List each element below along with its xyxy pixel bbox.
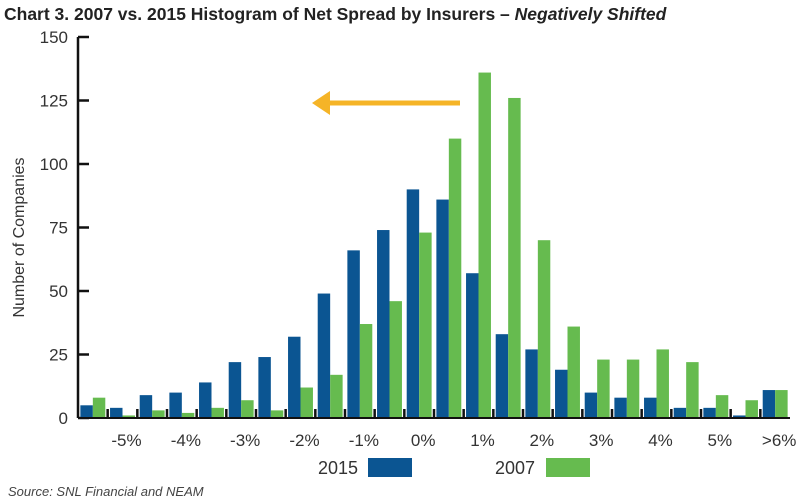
bar-2007 <box>508 97 521 419</box>
bar-2015 <box>80 405 93 418</box>
x-tick-label: 0% <box>411 431 436 450</box>
bar-2015 <box>495 334 509 418</box>
bar-2007 <box>389 301 402 418</box>
x-tick-label: -5% <box>111 431 141 450</box>
y-tick-label: 125 <box>40 92 68 111</box>
x-tick-label: 5% <box>708 431 733 450</box>
bar-2015 <box>703 407 716 418</box>
y-tick-label: 50 <box>49 282 68 301</box>
source-note: Source: SNL Financial and NEAM <box>8 484 204 499</box>
bar-2007 <box>270 410 284 418</box>
x-tick-label: >6% <box>762 431 797 450</box>
x-tick-label: 4% <box>648 431 673 450</box>
bar-2015 <box>228 362 242 418</box>
bar-2007 <box>359 324 373 418</box>
bar-2015 <box>733 415 746 418</box>
bar-2015 <box>614 397 627 418</box>
bar-2007 <box>92 397 106 418</box>
bar-2015 <box>525 349 538 418</box>
bar-2015 <box>406 189 420 418</box>
bar-2007 <box>537 240 551 418</box>
bar-2015 <box>139 395 153 418</box>
chart-title-italic: Negatively Shifted <box>514 4 667 24</box>
bar-2015 <box>436 199 449 418</box>
bar-2007 <box>715 395 729 418</box>
bar-2007 <box>211 407 224 418</box>
chart-title-main: Chart 3. 2007 vs. 2015 Histogram of Net … <box>4 4 515 24</box>
bar-2007 <box>775 390 788 418</box>
bar-2007 <box>122 415 135 418</box>
bar-2015 <box>762 390 776 418</box>
bar-2015 <box>347 250 360 418</box>
bar-2015 <box>644 397 657 418</box>
y-tick-label: 0 <box>59 409 68 428</box>
shift-arrow-head <box>312 91 330 115</box>
bar-2015 <box>584 392 598 418</box>
y-tick-label: 150 <box>40 28 68 47</box>
legend-swatch <box>546 458 590 477</box>
legend-label: 2015 <box>318 458 358 478</box>
bar-2015 <box>377 230 390 418</box>
bar-2015 <box>288 336 301 418</box>
bar-2007 <box>686 362 699 418</box>
x-tick-label: -4% <box>171 431 201 450</box>
bar-2007 <box>448 138 462 418</box>
bar-2007 <box>330 374 343 418</box>
bar-2007 <box>626 359 640 418</box>
bar-2007 <box>597 359 610 418</box>
bar-2015 <box>169 392 182 418</box>
y-tick-label: 75 <box>49 219 68 238</box>
legend-label: 2007 <box>495 458 535 478</box>
bar-2015 <box>555 369 568 418</box>
y-axis-label: Number of Companies <box>11 157 28 317</box>
bar-2007 <box>300 387 313 418</box>
bar-2007 <box>567 326 580 418</box>
bar-2015 <box>466 273 479 418</box>
y-tick-label: 25 <box>49 346 68 365</box>
x-tick-label: 2% <box>530 431 555 450</box>
x-tick-label: -1% <box>349 431 379 450</box>
y-tick-label: 100 <box>40 155 68 174</box>
x-tick-label: 1% <box>470 431 495 450</box>
bar-2007 <box>478 72 491 418</box>
x-tick-label: 3% <box>589 431 614 450</box>
bar-2007 <box>656 349 669 418</box>
bar-2007 <box>745 400 758 418</box>
bar-2015 <box>110 407 123 418</box>
legend-swatch <box>368 458 412 477</box>
bar-2015 <box>673 407 687 418</box>
x-tick-label: -3% <box>230 431 260 450</box>
bar-2007 <box>419 232 432 418</box>
bar-2015 <box>317 293 331 418</box>
bar-2007 <box>241 400 254 418</box>
bar-2015 <box>258 357 271 418</box>
chart-title: Chart 3. 2007 vs. 2015 Histogram of Net … <box>4 4 666 25</box>
bar-2015 <box>199 382 212 418</box>
bar-2007 <box>181 412 195 418</box>
bar-2007 <box>152 410 165 418</box>
x-tick-label: -2% <box>289 431 319 450</box>
